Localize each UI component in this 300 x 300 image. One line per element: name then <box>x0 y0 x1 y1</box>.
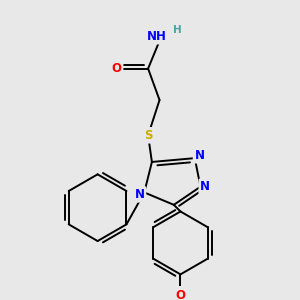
Text: NH: NH <box>147 30 166 43</box>
Text: N: N <box>200 180 210 193</box>
Text: S: S <box>144 129 152 142</box>
Text: N: N <box>194 149 205 162</box>
Text: O: O <box>176 289 185 300</box>
Text: N: N <box>134 188 145 201</box>
Text: H: H <box>173 26 182 35</box>
Text: O: O <box>112 62 122 75</box>
